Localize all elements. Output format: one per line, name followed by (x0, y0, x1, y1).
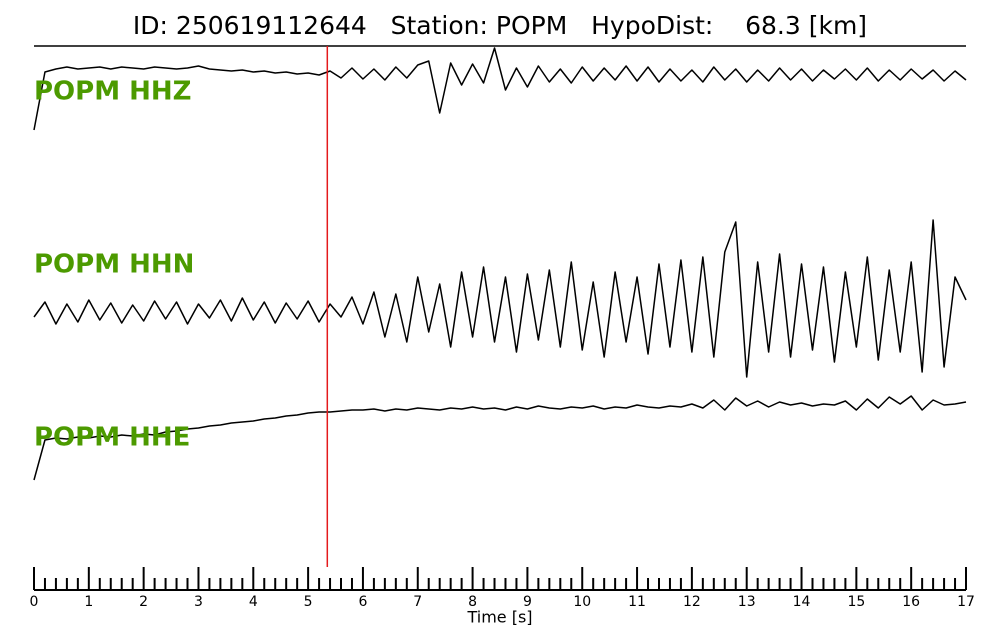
x-tick-label: 3 (194, 594, 203, 610)
trace (33, 47, 967, 131)
x-tick-label: 16 (902, 594, 920, 610)
x-tick-label: 4 (249, 594, 258, 610)
x-tick-label: 9 (523, 594, 532, 610)
x-tick-label: 0 (30, 594, 39, 610)
trace (33, 219, 967, 378)
x-tick-label: 14 (793, 594, 811, 610)
x-tick-label: 8 (468, 594, 477, 610)
x-tick-label: 2 (139, 594, 148, 610)
x-tick-label: 11 (628, 594, 646, 610)
trace-label: POPM HHE (34, 423, 190, 453)
x-tick-label: 17 (957, 594, 975, 610)
trace (33, 395, 967, 481)
x-axis-label: Time [s] (466, 608, 532, 627)
trace-label: POPM HHZ (34, 77, 192, 107)
x-tick-label: 7 (413, 594, 422, 610)
x-tick-label: 5 (304, 594, 313, 610)
x-tick-label: 10 (573, 594, 591, 610)
x-tick-label: 12 (683, 594, 701, 610)
trace-label: POPM HHN (34, 250, 194, 280)
x-tick-label: 1 (84, 594, 93, 610)
chart-title: ID: 250619112644 Station: POPM HypoDist:… (133, 11, 867, 40)
x-tick-label: 13 (738, 594, 756, 610)
x-tick-label: 15 (847, 594, 865, 610)
x-tick-label: 6 (358, 594, 367, 610)
